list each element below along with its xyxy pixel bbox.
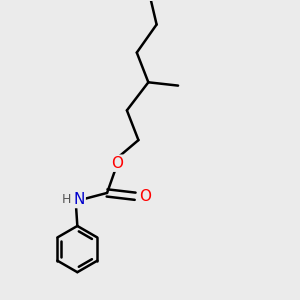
Text: H: H (62, 193, 71, 206)
Text: O: O (111, 156, 123, 171)
Text: N: N (73, 192, 85, 207)
Text: O: O (139, 189, 151, 204)
